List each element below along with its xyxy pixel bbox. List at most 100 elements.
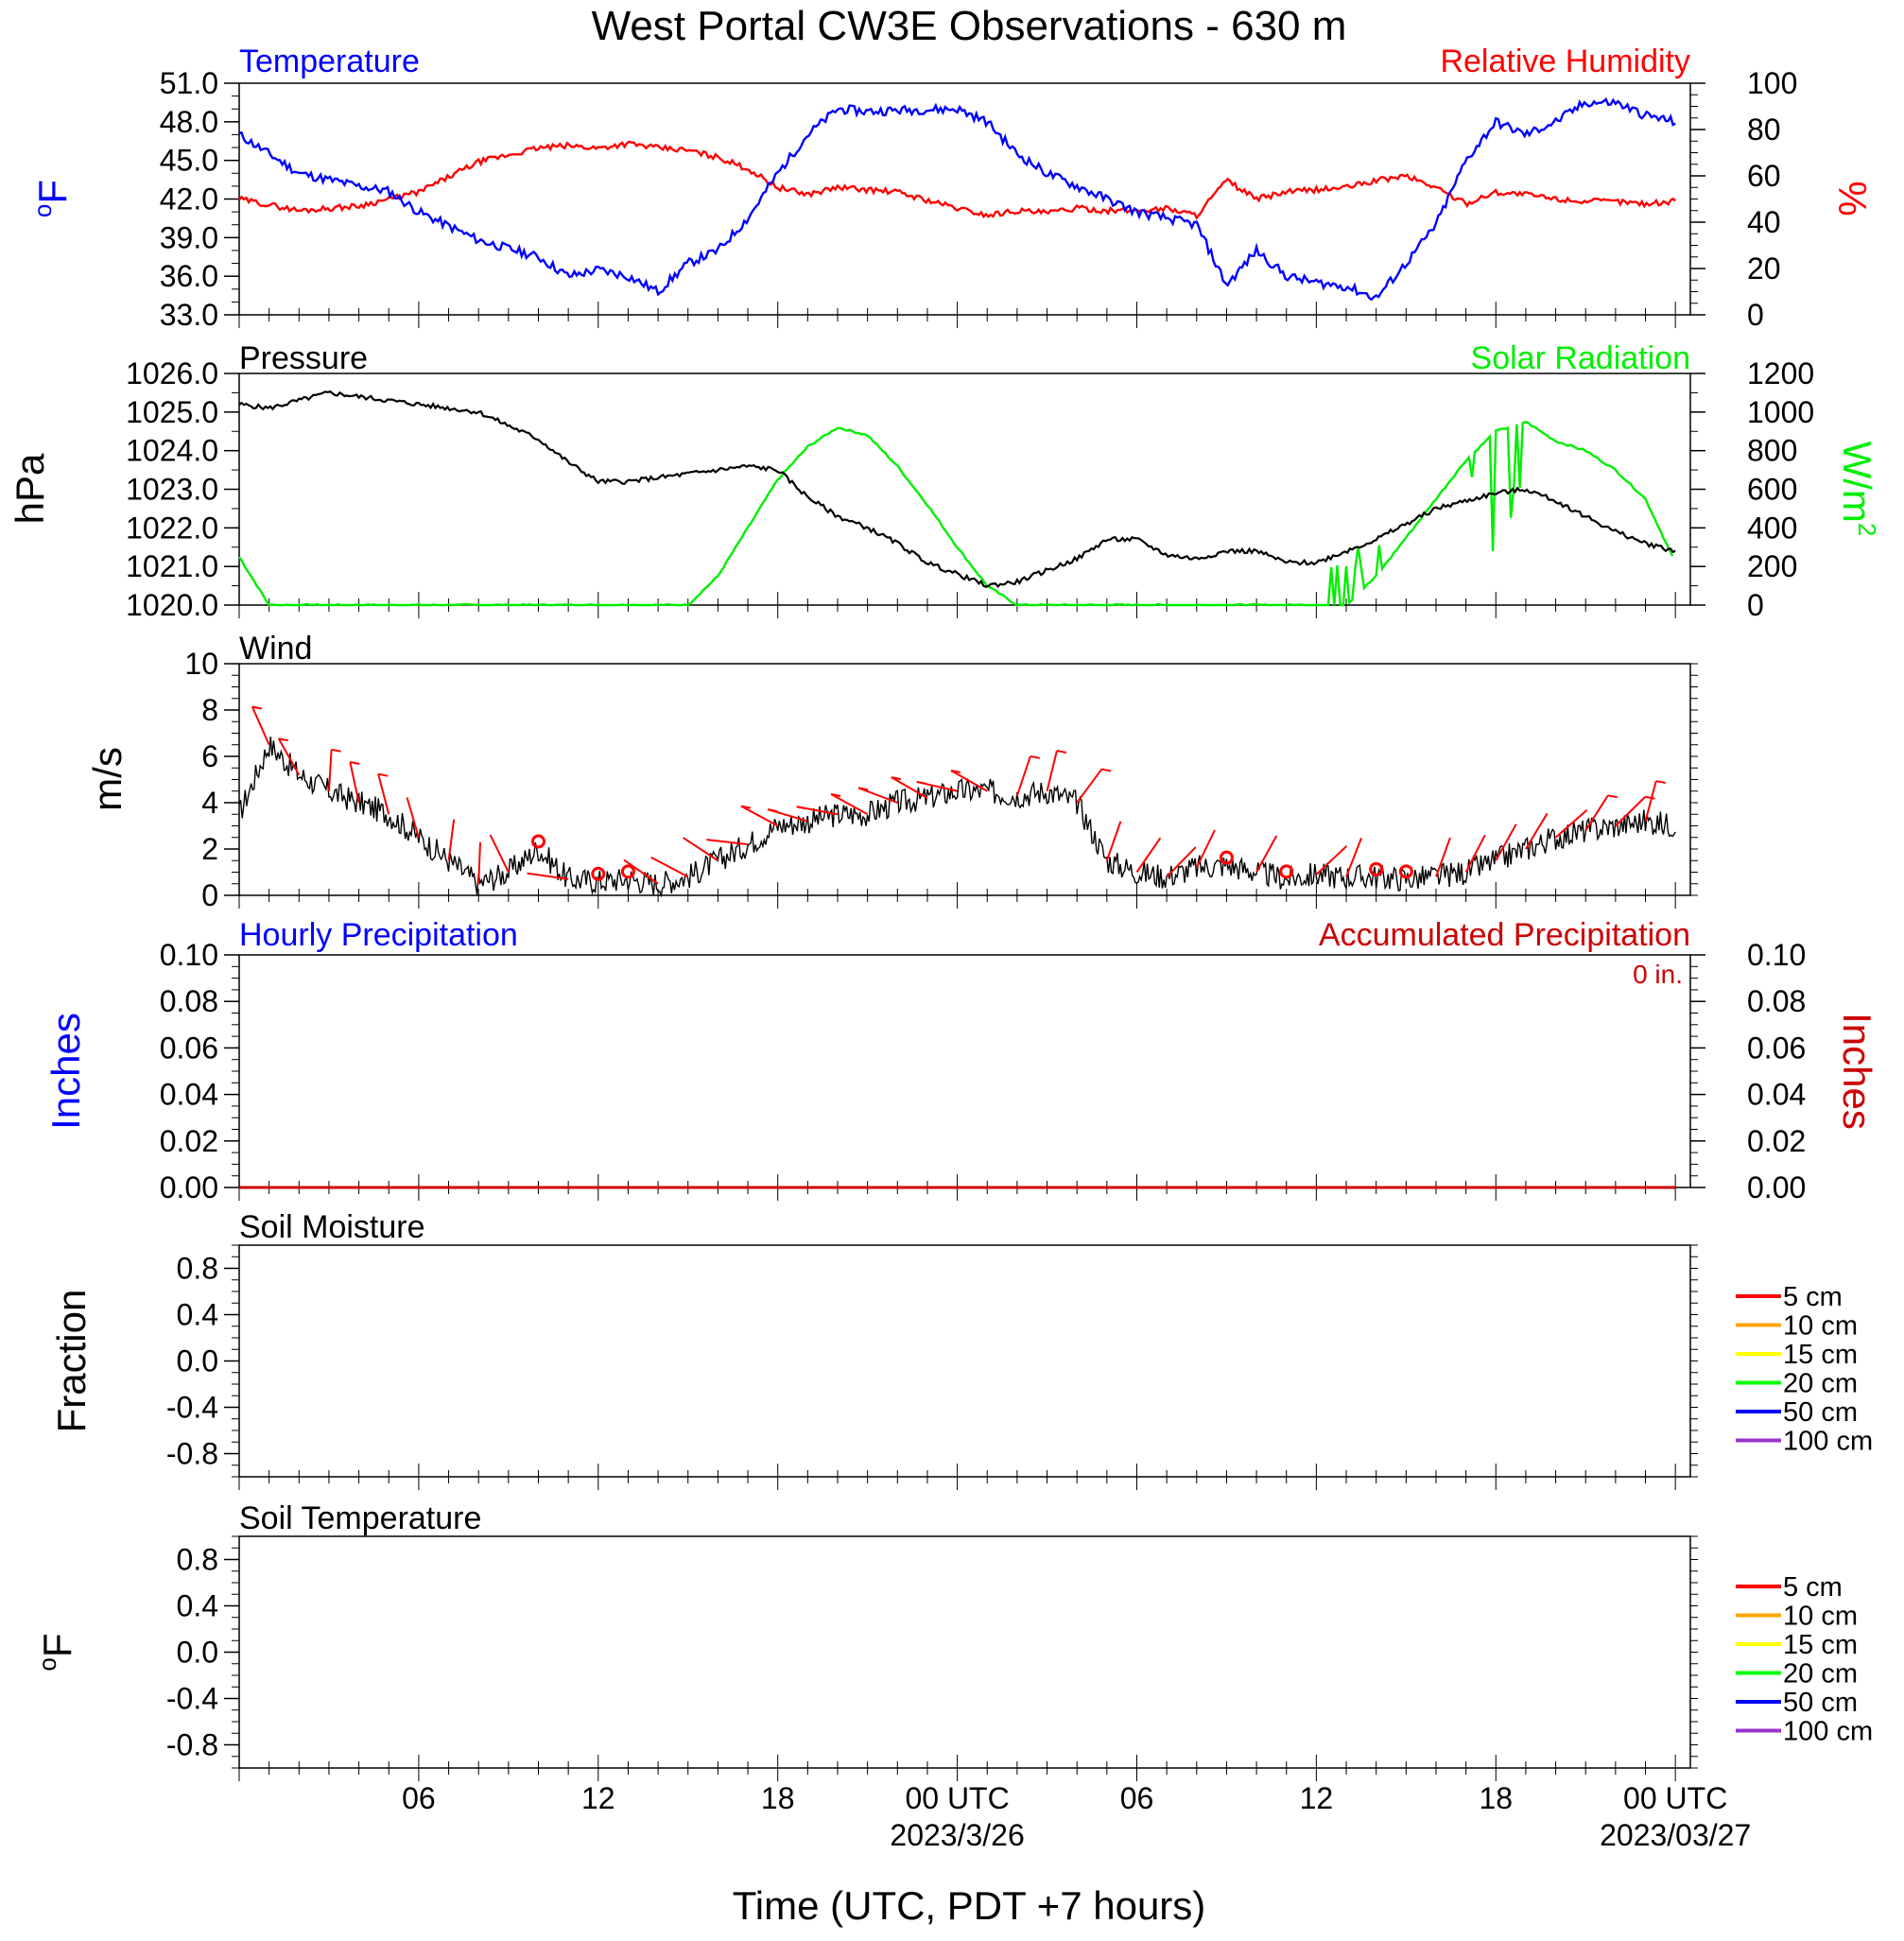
solar-series-line [237,421,1674,607]
wind-barb-flag [1645,795,1655,800]
hourly-precip-ytick-label: 0.04 [160,1078,218,1112]
temperature-ytick-label: 33.0 [160,298,218,332]
temperature-ytick-label: 48.0 [160,105,218,139]
wind-barb-flag [331,748,341,753]
wind-barb-flag [950,770,961,773]
wind-barb [1105,821,1122,861]
wind-barb [1046,750,1058,791]
precip-panel-frame [238,954,1691,1188]
soil-moisture-ytick-label: -0.8 [166,1437,218,1471]
date-label: 2023/03/27 [1600,1818,1751,1852]
pressure-ytick-label: 1020.0 [126,588,218,622]
x-tick-label: 00 UTC [905,1781,1009,1815]
wind-barb [1315,845,1348,875]
wind-barb [277,737,301,776]
wind-barb [1615,796,1647,827]
wind-series-line [238,737,1676,898]
legend-entry: 15 cm [1783,1340,1858,1370]
soil-moisture-panel-frame [238,1244,1691,1478]
wind-ytick-label: 4 [201,786,218,820]
wind-barb-flag [350,761,360,765]
legend-entry: 15 cm [1783,1630,1858,1660]
x-tick-label: 12 [581,1781,615,1815]
wind-barb [327,749,333,791]
wind-barb-flag [857,787,869,791]
figure-title: West Portal CW3E Observations - 630 m [592,3,1347,49]
temperature-unit: oF [28,180,75,217]
wind-barb-flag [891,776,902,781]
wind-barb [706,839,749,846]
x-tick-label: 06 [402,1781,436,1815]
soil-temperature-panel-frame [238,1535,1691,1769]
hourly-precip-ytick-label: 0.00 [160,1170,218,1204]
solar-y2tick-label: 200 [1747,549,1797,583]
wind-barb [1554,808,1588,839]
wind-barb-flag [377,772,389,777]
humidity-label: Relative Humidity [1440,43,1690,79]
temperature-series-line [238,97,1676,302]
wind-barb-flag [1607,794,1618,799]
wind-barb [740,805,779,827]
wind-barb [489,834,510,873]
wind-barb [1015,755,1031,796]
wind-barb [406,797,420,839]
pressure-solar-panel: 1026.0 1025.0 1024.0 1023.0 1022.0 1021.0 1020… [8,340,1881,622]
temperature-ytick-label: 51.0 [160,66,218,100]
precipitation-panel: 0.10 0.08 0.06 0.04 0.02 0.00 0.10 0.08 0.06 0.04… [43,917,1879,1204]
humidity-y2tick-label: 100 [1747,66,1797,100]
humidity-y2tick-label: 0 [1747,298,1764,332]
hourly-precip-label: Hourly Precipitation [239,917,518,953]
temperature-ytick-label: 39.0 [160,220,218,254]
wind-barb [1525,812,1549,850]
temperature-ytick-label: 45.0 [160,144,218,178]
soil-moisture-ytick-label: 0.0 [177,1344,218,1378]
wind-barb [891,776,928,799]
temperature-ytick-label: 42.0 [160,182,218,217]
temperature-label: Temperature [239,43,420,79]
calm-wind-marker [591,866,606,881]
soil-temperature-ytick-label: -0.8 [166,1728,218,1762]
soil-temperature-unit: oF [33,1633,79,1671]
wind-barb-flag [1030,754,1041,759]
accum-precip-y2tick-label: 0.08 [1747,984,1806,1018]
calm-wind-marker [1369,861,1384,876]
pressure-series-line [238,390,1676,589]
wind-barb [650,857,689,878]
hourly-precip-ytick-label: 0.02 [160,1124,218,1158]
legend-entry: 50 cm [1783,1397,1858,1428]
legend-entry: 50 cm [1783,1688,1858,1718]
wind-barb [251,706,270,746]
wind-barb [1495,823,1517,861]
wind-barb [950,770,988,792]
solar-y2tick-label: 400 [1747,511,1797,545]
wind-barb [1584,794,1609,831]
pressure-ytick-label: 1026.0 [126,356,218,390]
wind-unit: m/s [85,747,130,811]
wind-ytick-label: 6 [201,739,218,773]
soil-temperature-ytick-label: 0.8 [177,1543,218,1577]
wind-barb-flag [767,808,778,813]
wind-barb [623,858,659,885]
calm-wind-marker [1279,864,1294,879]
x-axis-label: Time (UTC, PDT +7 hours) [733,1883,1206,1928]
wind-ytick-label: 0 [201,878,218,912]
humidity-y2tick-label: 80 [1747,113,1781,147]
soil-moisture-panel: 0.8 0.4 0.0 -0.4 -0.8 Soil Moisture Fraction 5 … [49,1209,1873,1490]
temperature-humidity-panel: 51.0 48.0 45.0 42.039.0 36.0 33.0 100 80 60 40 20 0… [28,43,1875,332]
accum-precip-y2tick-label: 0.06 [1747,1031,1806,1065]
solar-unit: W/m2 [1835,442,1881,537]
soil-moisture-label: Soil Moisture [239,1209,425,1245]
wind-barb [683,837,718,862]
wind-barb [1195,829,1216,869]
wind-barb [1345,838,1362,877]
accum-precip-y2tick-label: 0.00 [1747,1170,1806,1204]
solar-y2tick-label: 1200 [1747,356,1814,390]
legend-entry: 20 cm [1783,1369,1858,1399]
humidity-y2tick-label: 40 [1747,205,1781,239]
wind-barb [830,793,869,816]
wind-label: Wind [239,631,312,667]
legend-entry: 10 cm [1783,1602,1858,1632]
pressure-ytick-label: 1023.0 [126,473,218,507]
temperature-ytick-label: 36.0 [160,259,218,293]
